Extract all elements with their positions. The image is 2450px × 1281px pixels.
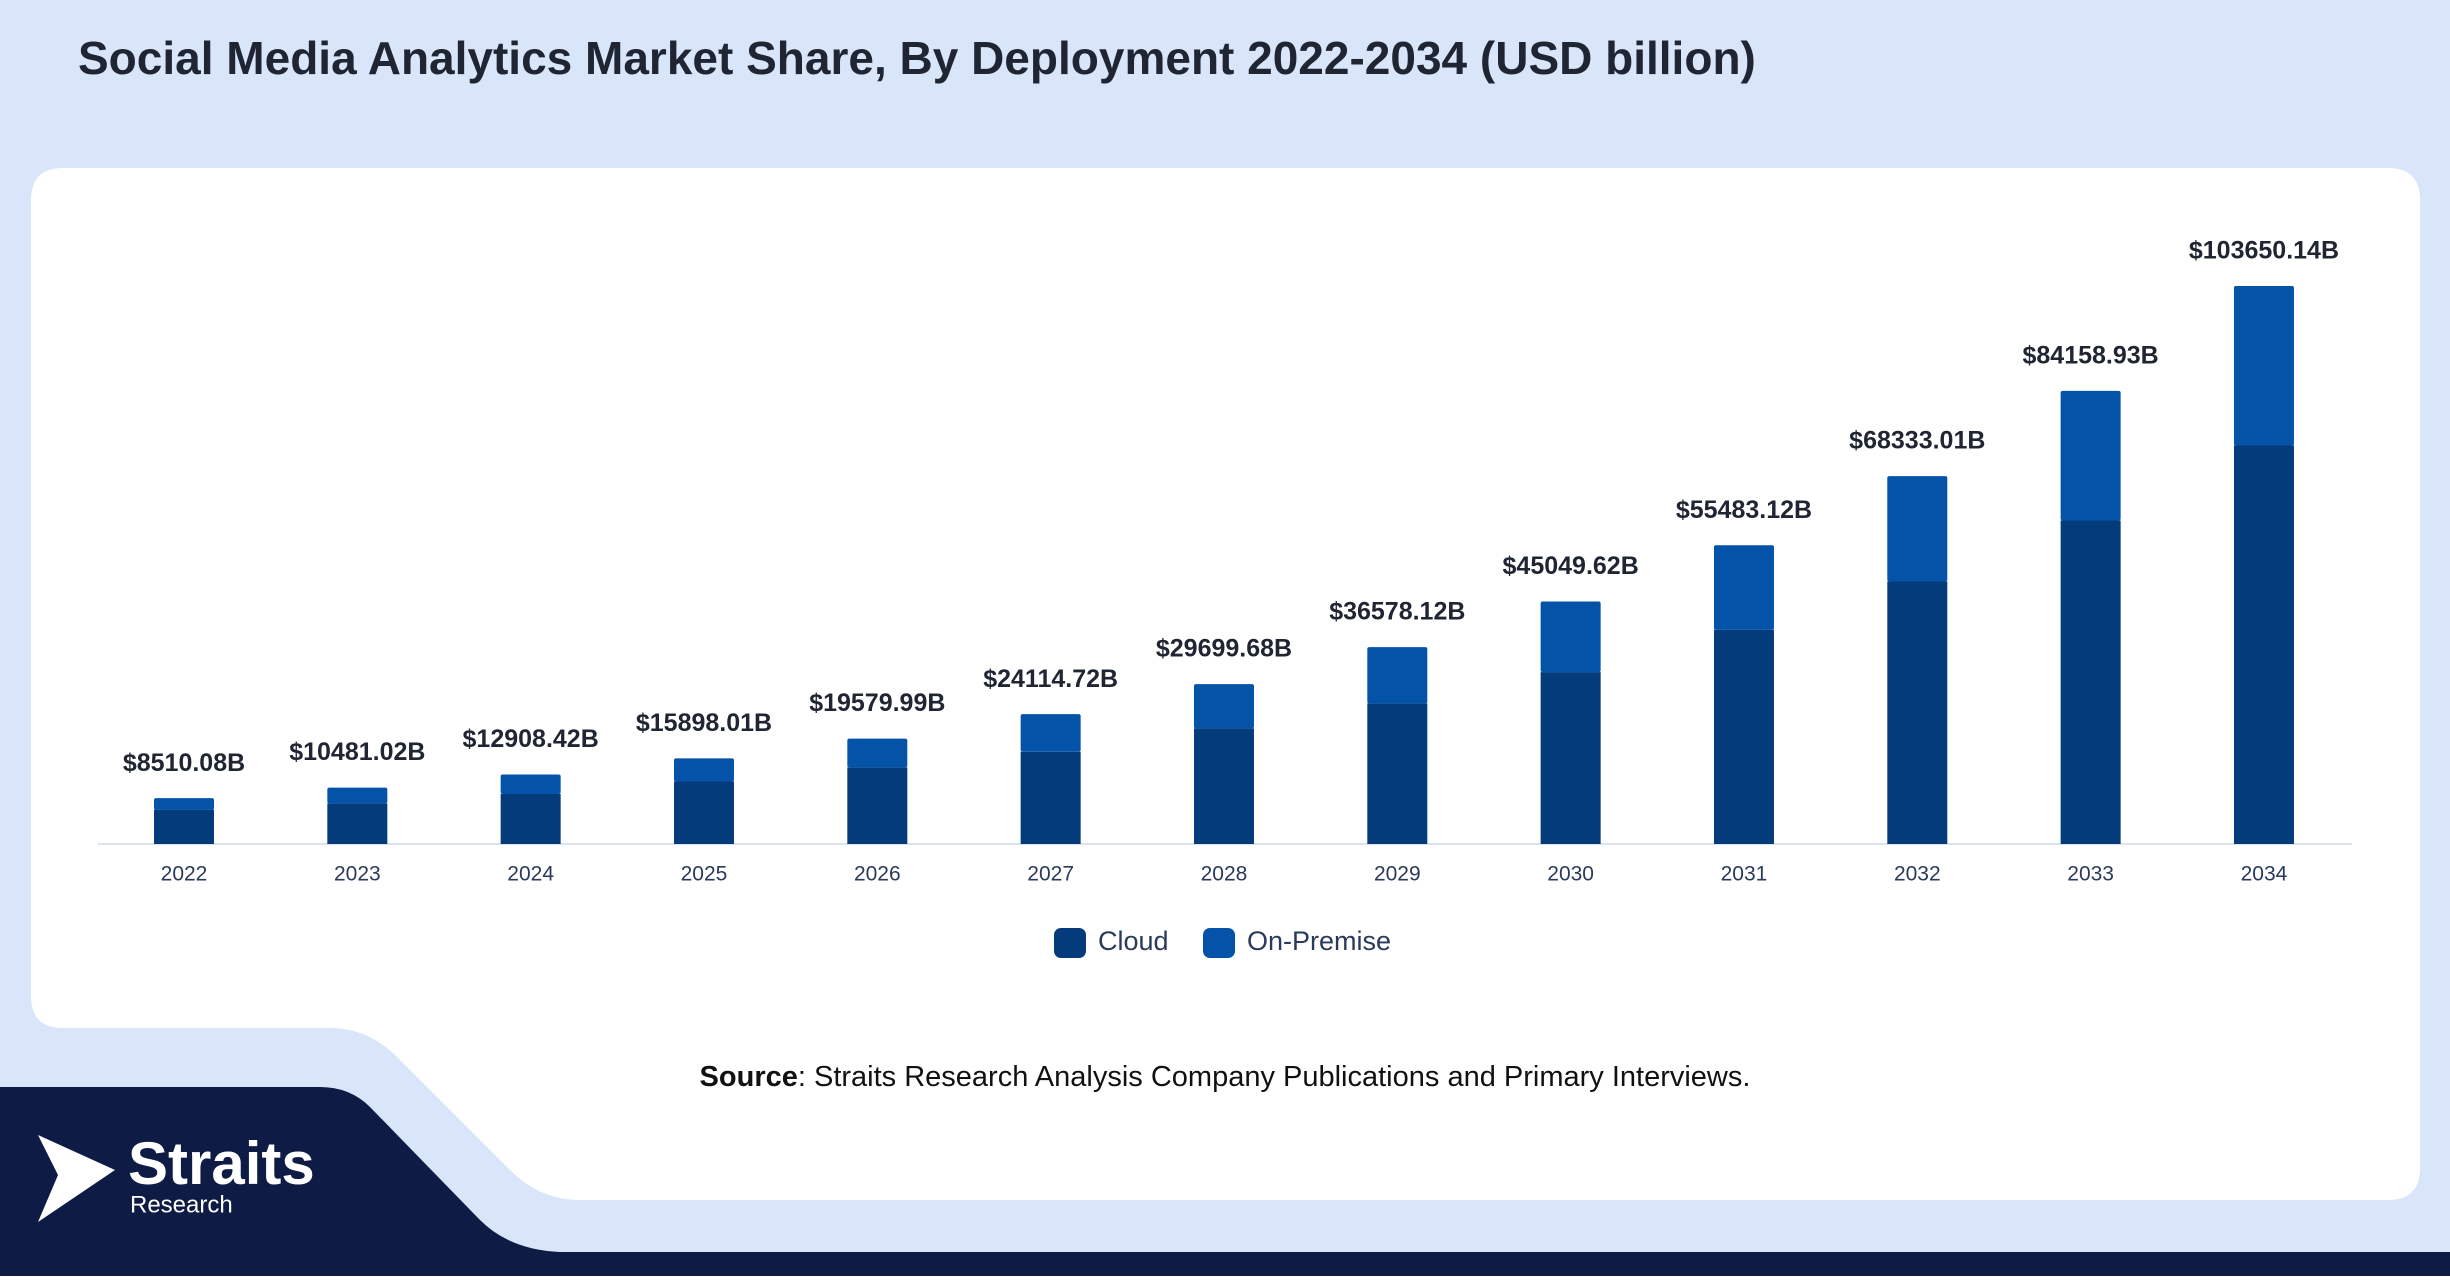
bar-segment <box>1020 751 1081 844</box>
total-label: $15898.01B <box>636 709 772 737</box>
total-label: $24114.72B <box>983 665 1118 693</box>
legend-swatch <box>1054 928 1086 958</box>
bar-segment <box>327 803 388 844</box>
total-label: $55483.12B <box>1676 496 1812 524</box>
bar-segment <box>1367 647 1428 704</box>
panel <box>31 168 2420 1200</box>
bar-segment <box>1020 714 1081 752</box>
total-label: $8510.08B <box>123 749 245 777</box>
bar-segment <box>2060 390 2121 521</box>
total-label: $84158.93B <box>2023 342 2159 370</box>
total-label: $68333.01B <box>1849 427 1985 455</box>
footer-band <box>0 1087 2450 1276</box>
bar-segment <box>1540 672 1601 844</box>
bar-segment <box>1887 476 1948 582</box>
x-tick-label: 2034 <box>2241 863 2288 886</box>
x-tick-label: 2033 <box>2067 863 2114 886</box>
bar-segment <box>673 758 734 782</box>
x-tick-label: 2025 <box>681 863 728 886</box>
bar-segment <box>847 767 908 844</box>
bar-segment <box>154 798 214 810</box>
x-tick-label: 2032 <box>1894 863 1941 886</box>
x-tick-label: 2028 <box>1201 863 1248 886</box>
total-label: $12908.42B <box>463 725 599 753</box>
bar-segment <box>1193 728 1254 844</box>
bar-segment <box>1713 545 1774 630</box>
total-label: $10481.02B <box>289 738 425 766</box>
bar-segment <box>1540 601 1601 673</box>
x-tick-label: 2026 <box>854 863 901 886</box>
x-tick-label: 2023 <box>334 863 381 886</box>
total-label: $103650.14B <box>2189 237 2339 265</box>
x-tick-label: 2029 <box>1374 863 1421 886</box>
chart-title: Social Media Analytics Market Share, By … <box>78 32 1756 84</box>
bar-segment <box>673 781 734 844</box>
bar-segment <box>154 809 214 844</box>
x-tick-label: 2024 <box>507 863 554 886</box>
legend-swatch <box>1203 928 1235 958</box>
bar-segment <box>1713 629 1774 844</box>
total-label: $36578.12B <box>1329 598 1465 626</box>
total-label: $45049.62B <box>1503 552 1639 580</box>
source: Source: Straits Research Analysis Compan… <box>700 1061 1751 1093</box>
x-tick-label: 2027 <box>1027 863 1074 886</box>
bar-segment <box>2060 520 2121 844</box>
bar-segment <box>1367 703 1428 844</box>
bar-segment <box>1193 684 1254 729</box>
logo-name: Straits <box>128 1130 315 1197</box>
legend-label: Cloud <box>1098 926 1169 956</box>
x-tick-label: 2030 <box>1547 863 1594 886</box>
total-label: $29699.68B <box>1156 635 1292 663</box>
bar-segment <box>327 787 388 804</box>
legend-label: On-Premise <box>1247 926 1391 956</box>
bar-segment <box>2233 445 2294 844</box>
source-label: Source <box>700 1061 798 1093</box>
bar-segment <box>2233 286 2294 446</box>
x-tick-label: 2031 <box>1721 863 1768 886</box>
total-label: $19579.99B <box>809 689 945 717</box>
bar-segment <box>847 738 908 768</box>
source-text: : Straits Research Analysis Company Publ… <box>798 1061 1751 1093</box>
bar-segment <box>500 793 561 844</box>
bar-segment <box>500 774 561 794</box>
logo-mark <box>38 1135 115 1222</box>
logo-sub: Research <box>130 1191 233 1218</box>
bar-segment <box>1887 581 1948 844</box>
x-tick-label: 2022 <box>161 863 208 886</box>
